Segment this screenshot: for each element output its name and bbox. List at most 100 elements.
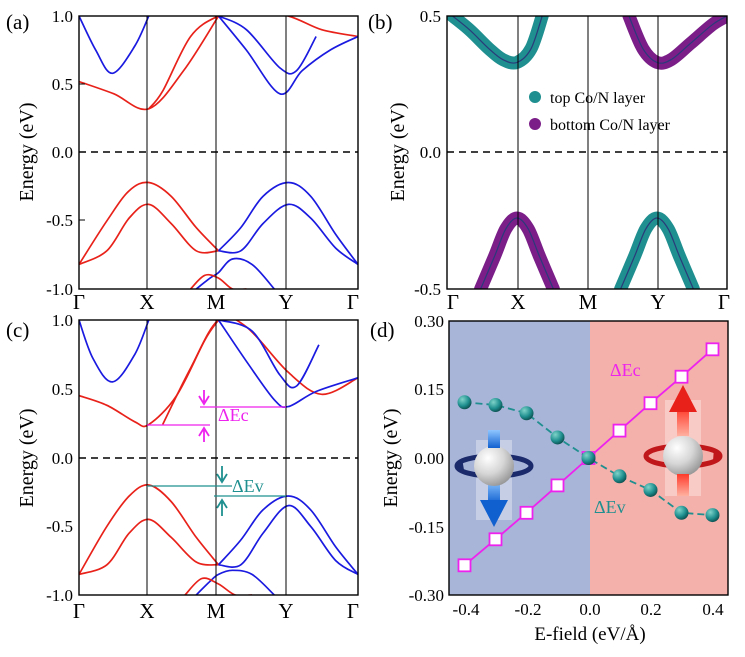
band-line	[79, 484, 220, 575]
y-tick-label: 0.0	[52, 449, 73, 468]
data-point	[643, 396, 658, 411]
band-line	[79, 181, 220, 265]
x-tick-label: 0.4	[702, 600, 724, 619]
data-point	[705, 508, 720, 523]
plot-frame	[446, 15, 728, 290]
legend-label-bottom: bottom Co/N layer	[550, 117, 671, 134]
y-tick-label: -0.5	[46, 517, 73, 536]
k-point-label: Γ	[73, 290, 85, 314]
band-line	[217, 16, 358, 95]
data-point	[612, 423, 627, 438]
y-tick-label: 0.30	[414, 312, 444, 331]
delta-ev-label: ΔEv	[232, 476, 264, 496]
band-line	[452, 16, 543, 64]
plot-frame	[448, 320, 729, 596]
plot-frame	[78, 319, 359, 596]
band-line	[217, 181, 358, 265]
y-tick-label: -1.0	[46, 586, 73, 605]
k-point-label: M	[207, 290, 226, 314]
band-line	[79, 320, 150, 383]
panel-label-a: (a)	[6, 10, 29, 34]
k-point-label: M	[207, 599, 226, 623]
k-point-label: Γ	[447, 290, 459, 314]
y-axis-label: Energy (eV)	[380, 408, 402, 507]
arrow-down-icon	[216, 466, 228, 484]
data-point	[457, 558, 472, 573]
y-tick-label: 0.15	[414, 380, 444, 399]
y-axis-label: Energy (eV)	[16, 102, 38, 201]
data-point	[550, 430, 565, 445]
band-projection	[622, 16, 727, 70]
panel-c-plot: ΔEc ΔEv 1.0 0.5 0.0 -0.5 -1.0 Energy (eV…	[16, 311, 359, 623]
delta-ec-label: ΔEc	[218, 405, 249, 425]
data-point	[457, 395, 472, 410]
k-point-label: X	[139, 290, 154, 314]
legend-swatch-top	[529, 91, 541, 103]
band-line	[189, 273, 247, 289]
y-tick-label: 0.00	[414, 449, 444, 468]
band-line	[480, 217, 554, 289]
spin-down-icon	[454, 430, 534, 527]
band-line	[218, 320, 320, 389]
y-tick-label: -1.0	[46, 280, 73, 299]
panel-d-plot: ΔEc ΔEv 0.30 0.15 0.00 -0.15 -0.30 -0.4 …	[380, 312, 729, 645]
legend: top Co/N layer bottom Co/N layer	[529, 90, 671, 134]
data-point	[674, 505, 689, 520]
k-point-label: Y	[278, 599, 293, 623]
band-line	[184, 577, 252, 595]
k-point-label: X	[510, 290, 525, 314]
data-point	[550, 478, 565, 493]
y-tick-label: 0.0	[52, 143, 73, 162]
x-tick-label: -0.4	[453, 600, 480, 619]
panel-b-plot: 0.5 0.0 -0.5 Energy (eV) top Co/N layer …	[387, 7, 730, 314]
band-line	[218, 504, 358, 576]
panel-label-d: (d)	[370, 318, 395, 342]
k-point-label: Y	[650, 290, 665, 314]
y-ticks	[79, 15, 85, 290]
band-line	[218, 203, 358, 266]
band-line	[217, 320, 358, 409]
y-tick-label: -0.30	[409, 586, 444, 605]
y-axis-label: Energy (eV)	[387, 102, 409, 201]
data-point	[674, 369, 689, 384]
arrow-up-icon	[216, 498, 228, 516]
positive-field-background	[590, 321, 728, 595]
band-line	[79, 203, 219, 266]
band-projection	[614, 211, 700, 289]
band-line	[628, 16, 727, 64]
band-line	[195, 257, 275, 289]
panel-label-c: (c)	[6, 318, 29, 342]
y-tick-label: 1.0	[52, 311, 73, 330]
data-point	[612, 469, 627, 484]
band-line	[161, 320, 358, 425]
arrow-down-icon	[198, 390, 210, 406]
k-point-label: Γ	[347, 290, 359, 314]
band-line	[79, 320, 220, 428]
band-line	[79, 518, 219, 576]
data-point	[581, 451, 596, 465]
arrow-up-icon	[198, 426, 210, 442]
spin-up-icon	[643, 385, 723, 496]
x-tick-label: 0.0	[579, 600, 600, 619]
delta-ev-series-label: ΔEv	[594, 497, 626, 517]
k-point-label: Y	[278, 290, 293, 314]
y-tick-label: 0.5	[52, 380, 73, 399]
data-point	[519, 406, 534, 421]
y-tick-label: 0.0	[420, 143, 441, 162]
delta-ec-series-label: ΔEc	[610, 360, 641, 380]
band-line	[218, 16, 317, 75]
data-point	[705, 342, 720, 357]
k-point-label: X	[139, 599, 154, 623]
legend-label-top: top Co/N layer	[550, 90, 646, 107]
data-point	[488, 532, 503, 547]
data-point	[488, 398, 503, 413]
k-point-label: Γ	[347, 599, 359, 623]
y-tick-label: 0.5	[52, 75, 73, 94]
band-line	[217, 495, 358, 575]
y-tick-label: -0.15	[409, 518, 444, 537]
y-tick-label: 1.0	[52, 7, 73, 26]
band-line	[148, 16, 358, 110]
y-tick-label: -0.5	[46, 211, 73, 230]
band-line	[79, 16, 150, 75]
